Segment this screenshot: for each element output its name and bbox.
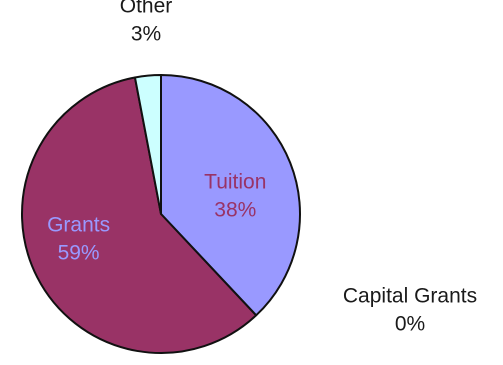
pie-slices — [21, 73, 301, 354]
slice-label-capital-grants: Capital Grants — [343, 285, 477, 308]
slice-label-other: Other — [120, 0, 173, 18]
pie-slice-grants — [21, 76, 258, 354]
slice-label-tuition: Tuition — [204, 171, 266, 194]
slice-value-grants: 59% — [58, 242, 100, 265]
pie-labels: Tuition 38% Capital Grants 0% Grants 59% Other… — [47, 0, 477, 336]
slice-value-tuition: 38% — [214, 199, 256, 222]
pie-slice-other — [133, 73, 162, 215]
slice-value-other: 3% — [131, 23, 161, 46]
slice-value-capital-grants: 0% — [395, 313, 425, 336]
slice-label-grants: Grants — [47, 214, 110, 237]
pie-slice-tuition — [160, 74, 301, 317]
